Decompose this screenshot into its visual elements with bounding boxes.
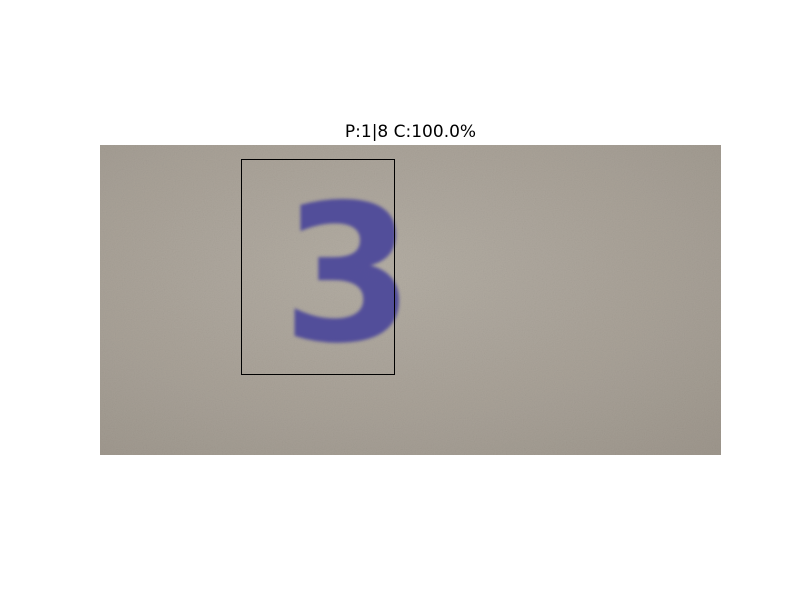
photo-graphic: 3: [100, 145, 721, 455]
prediction-caption: P:1|8 C:100.0%: [344, 122, 477, 142]
detection-bounding-box: [241, 159, 395, 375]
digit-three: 3: [282, 164, 414, 385]
photo: 3: [100, 145, 721, 455]
paper-surface: [100, 145, 721, 455]
